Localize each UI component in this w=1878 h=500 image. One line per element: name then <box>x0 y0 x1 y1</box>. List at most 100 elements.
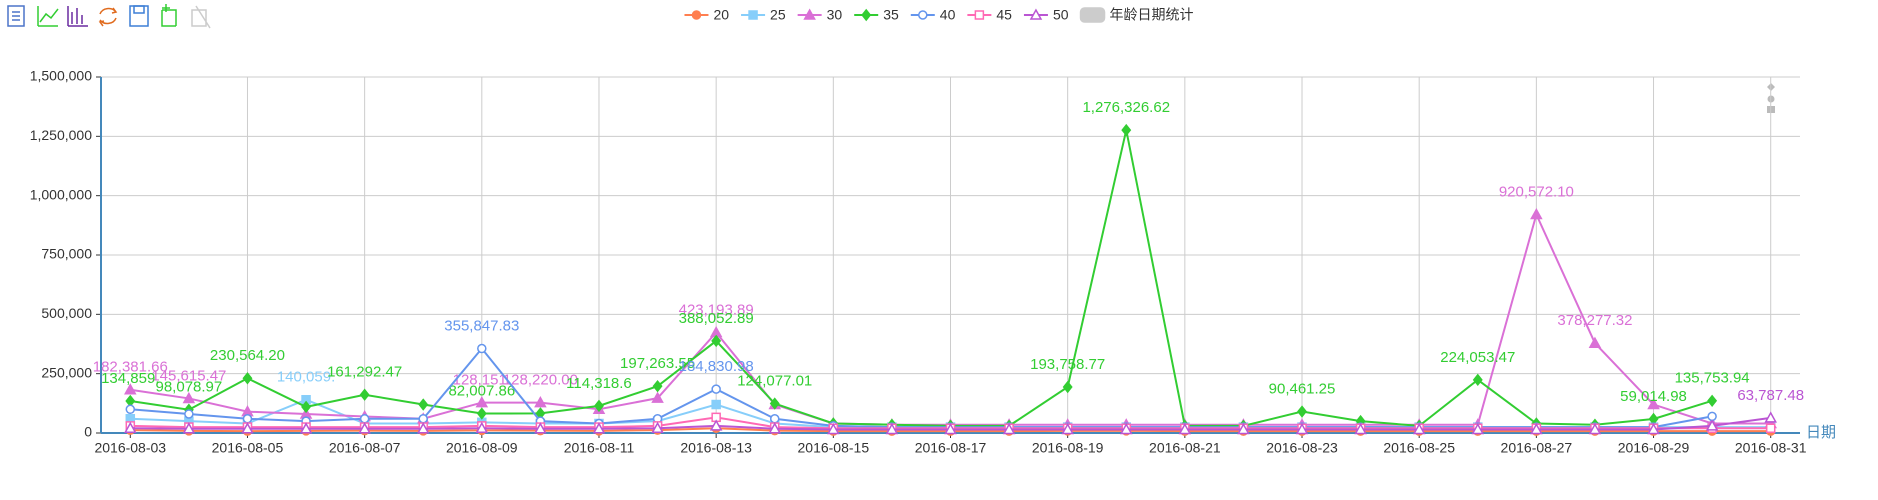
marker <box>182 391 196 404</box>
legend-item[interactable]: 40 <box>910 7 956 23</box>
marker <box>125 404 136 415</box>
marker <box>1061 422 1074 435</box>
marker <box>1588 422 1602 435</box>
value-label: 230,564.20 <box>210 347 285 364</box>
value-label: 920,572.10 <box>1499 183 1574 200</box>
x-tick-label: 2016-08-15 <box>798 440 870 456</box>
marker <box>1297 405 1307 418</box>
tool-bar[interactable] <box>67 6 88 27</box>
marker <box>1119 422 1133 435</box>
marker <box>299 422 313 434</box>
marker <box>1764 411 1777 423</box>
value-label: 59,014.98 <box>1620 388 1687 405</box>
tool-zoom-back[interactable] <box>191 5 211 29</box>
value-label: 128,151. <box>453 372 511 389</box>
tool-zoom[interactable] <box>161 4 177 27</box>
y-tick-label: 1,000,000 <box>30 186 92 202</box>
value-label: 197,263.55 <box>620 355 695 372</box>
marker <box>1588 336 1602 348</box>
tool-save[interactable] <box>129 5 149 27</box>
marker <box>124 421 137 434</box>
tool-save-inner <box>133 5 145 14</box>
marker <box>476 407 487 420</box>
marker <box>711 384 721 394</box>
marker <box>594 399 604 413</box>
marker <box>651 421 664 434</box>
legend-label: 30 <box>827 7 843 23</box>
legend-item[interactable]: 45 <box>967 7 1012 23</box>
legend-item[interactable]: 25 <box>741 7 786 23</box>
marker <box>1765 423 1776 434</box>
tool-data-view-lines <box>12 11 20 21</box>
value-label: 135,753.94 <box>1675 370 1750 387</box>
value-label: 378,277.32 <box>1557 312 1632 329</box>
value-label: 98,078.97 <box>156 379 223 396</box>
legend-item[interactable]: 年龄日期统计 <box>1079 7 1194 23</box>
y-tick-label: 250,000 <box>41 364 92 380</box>
legend-label: 年龄日期统计 <box>1110 7 1194 23</box>
marker <box>769 414 780 424</box>
value-label: 224,053.47 <box>1440 349 1515 366</box>
marker <box>1707 394 1718 407</box>
marker <box>711 334 722 348</box>
marker <box>475 396 489 408</box>
marker <box>477 343 487 354</box>
marker <box>242 414 253 424</box>
marker <box>359 414 370 424</box>
marker <box>652 379 663 393</box>
marker <box>1647 397 1660 410</box>
marker <box>1062 380 1073 394</box>
y-tick-label: 1,500,000 <box>30 68 92 84</box>
toolbox[interactable] <box>7 4 211 29</box>
tool-restore[interactable] <box>98 7 118 27</box>
legend-item[interactable]: 20 <box>684 7 729 23</box>
marker <box>242 372 253 385</box>
marker <box>1530 207 1543 220</box>
marker <box>1530 422 1543 435</box>
marker <box>1295 422 1309 435</box>
tool-data-view[interactable] <box>7 5 25 27</box>
x-tick-label: 2016-08-27 <box>1501 440 1573 456</box>
x-tick-label: 2016-08-17 <box>915 440 987 456</box>
value-label: 193,758.77 <box>1030 356 1105 373</box>
marker <box>124 383 137 395</box>
legend-marker <box>861 8 872 22</box>
marker <box>475 421 489 434</box>
marker <box>534 396 547 408</box>
marker <box>1354 422 1367 435</box>
x-tick-label: 2016-08-25 <box>1383 440 1455 456</box>
legend-label: 20 <box>713 7 729 23</box>
marker <box>709 419 723 431</box>
x-tick-label: 2016-08-03 <box>94 440 166 456</box>
marker <box>301 400 312 414</box>
legend-label: 45 <box>996 7 1012 23</box>
legend-item[interactable]: 30 <box>797 7 843 23</box>
marker <box>125 394 136 408</box>
value-label: 134,859. <box>101 370 159 387</box>
marker <box>769 397 780 410</box>
marker <box>1471 422 1485 435</box>
marker <box>418 398 429 411</box>
legend-item[interactable]: 35 <box>854 7 899 23</box>
legend: 20 25 30 35 40 45 50 年龄日期统计 <box>684 7 1194 23</box>
x-tick-label: 2016-08-23 <box>1266 440 1338 456</box>
legend-marker <box>748 10 758 20</box>
tool-line[interactable] <box>37 6 59 27</box>
legend-label: 25 <box>770 7 786 23</box>
marker <box>182 422 196 434</box>
marker <box>1705 419 1719 431</box>
legend-marker <box>918 10 928 20</box>
value-label: 184,830.98 <box>679 358 754 375</box>
marker <box>1707 411 1717 422</box>
x-tick-label: 2016-08-07 <box>329 440 401 456</box>
legend-label: 40 <box>940 7 956 23</box>
y-tick-label: 750,000 <box>41 246 92 262</box>
marker <box>1002 422 1016 435</box>
x-tick-label: 2016-08-31 <box>1735 440 1807 456</box>
x-tick-label: 2016-08-05 <box>212 440 284 456</box>
marker <box>184 409 194 419</box>
legend-item[interactable]: 50 <box>1023 7 1069 23</box>
value-label: 90,461.25 <box>1269 380 1336 397</box>
